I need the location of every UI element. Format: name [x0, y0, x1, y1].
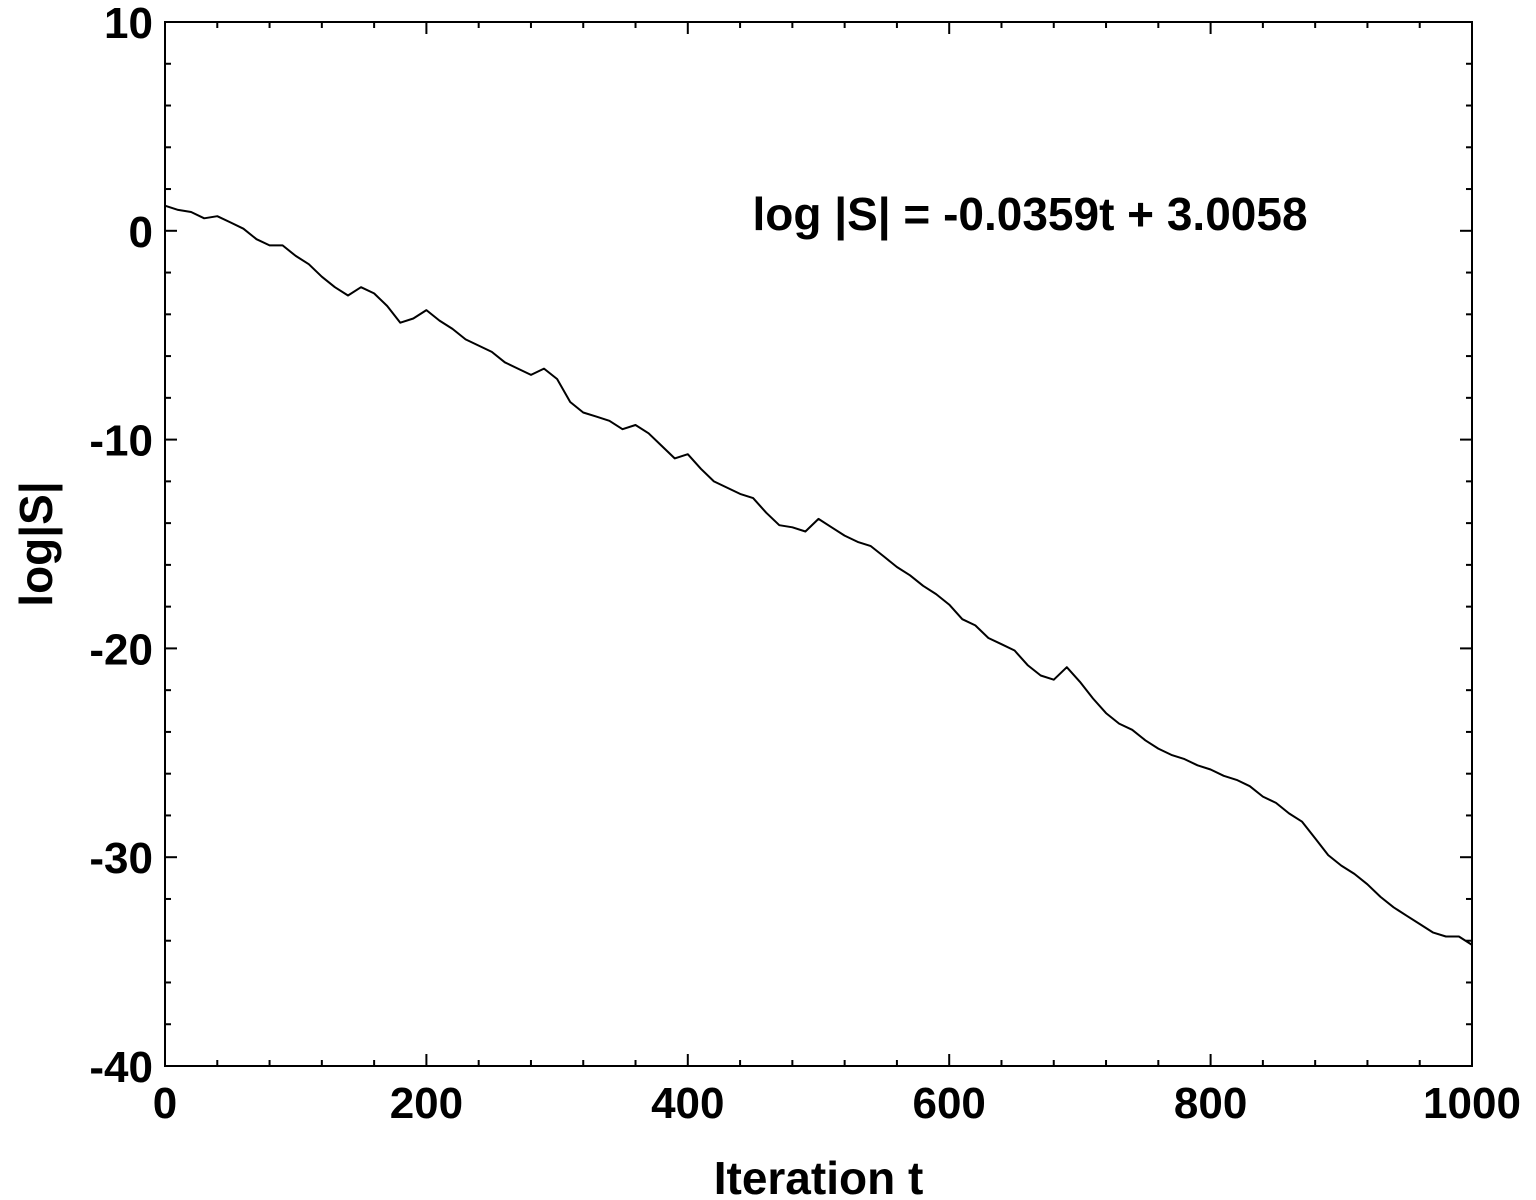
- y-tick-label: 10: [104, 0, 153, 48]
- labels-layer: 0 200 400 600 800 1000 -40 -30 -20 -10 0 10: [89, 0, 1521, 1128]
- fit-annotation: log |S| = -0.0359t + 3.0058: [752, 188, 1307, 240]
- plot-frame: [164, 21, 1473, 1067]
- y-tick-label: -40: [89, 1043, 153, 1092]
- line-layer: [164, 204, 1473, 946]
- y-axis-label: log|S|: [10, 481, 62, 606]
- x-axis-label: Iteration t: [714, 1152, 924, 1200]
- y-tick-label: 0: [129, 208, 153, 257]
- x-tick-label: 600: [912, 1079, 985, 1128]
- x-tick-label: 800: [1174, 1079, 1247, 1128]
- x-tick-label: 0: [153, 1079, 177, 1128]
- y-tick-label: -10: [89, 417, 153, 466]
- x-tick-label: 400: [651, 1079, 724, 1128]
- y-tick-label: -20: [89, 625, 153, 674]
- x-tick-label: 200: [390, 1079, 463, 1128]
- x-tick-label: 1000: [1423, 1079, 1521, 1128]
- y-tick-label: -30: [89, 834, 153, 883]
- series-line: [164, 204, 1473, 946]
